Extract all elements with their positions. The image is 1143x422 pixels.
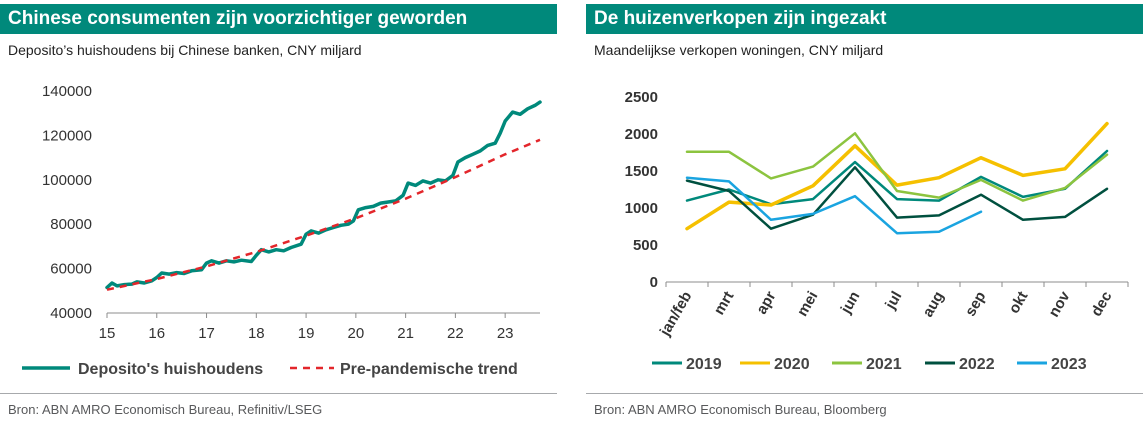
source-divider (0, 393, 557, 394)
legend-label: Pre-pandemische trend (340, 361, 518, 378)
x-tick-label: dec (1088, 289, 1116, 320)
x-tick-label: 16 (148, 325, 165, 342)
chart-subtitle: Deposito’s huishoudens bij Chinese banke… (8, 42, 362, 58)
x-tick-label: sep (962, 289, 990, 320)
deposits-line-chart: 15 16 17 18 19 20 21 22 23 40000 60000 80000 100000 1… (22, 83, 542, 378)
y-tick-label: 1500 (625, 163, 658, 180)
y-tick-label: 140000 (42, 83, 92, 100)
x-tick-label: jun (837, 289, 863, 318)
series-line (685, 121, 1109, 231)
series-line (106, 138, 541, 291)
y-tick-label: 0 (650, 274, 658, 291)
x-tick-label: jul (881, 289, 905, 314)
y-tick-label: 80000 (50, 216, 92, 233)
x-tick-label: 20 (348, 325, 365, 342)
y-tick-label: 500 (633, 237, 658, 254)
x-tick-label: 15 (99, 325, 116, 342)
x-tick-label: 17 (198, 325, 215, 342)
source-note: Bron: ABN AMRO Economisch Bureau, Refini… (8, 402, 323, 417)
series-line (105, 100, 542, 290)
series-line (685, 166, 1109, 230)
x-tick-label: aug (919, 289, 947, 321)
x-tick-label: 19 (298, 325, 315, 342)
x-tick-label: mei (794, 289, 822, 320)
legend-label: 2021 (866, 356, 902, 373)
y-tick-label: 40000 (50, 305, 92, 322)
x-tick-label: apr (753, 288, 779, 317)
x-tick-label: 18 (248, 325, 265, 342)
legend-label: 2023 (1051, 356, 1087, 373)
chart-title: Chinese consumenten zijn voorzichtiger g… (0, 4, 557, 34)
x-tick-label: 21 (397, 325, 414, 342)
panel-household-deposits: Chinese consumenten zijn voorzichtiger g… (0, 0, 557, 422)
legend-label: 2022 (959, 356, 995, 373)
series-line (685, 132, 1109, 202)
chart-subtitle: Maandelijkse verkopen woningen, CNY milj… (594, 42, 884, 58)
x-tick-label: jan/feb (656, 289, 695, 340)
panel-housing-sales: De huizenverkopen zijn ingezakt Maandeli… (586, 0, 1143, 422)
y-tick-label: 2000 (625, 126, 658, 143)
source-note: Bron: ABN AMRO Economisch Bureau, Bloomb… (594, 402, 887, 417)
y-tick-label: 120000 (42, 127, 92, 144)
y-tick-label: 60000 (50, 261, 92, 278)
series-line (685, 176, 983, 235)
x-tick-label: mrt (711, 288, 738, 317)
x-tick-label: 22 (447, 325, 464, 342)
chart-title: De huizenverkopen zijn ingezakt (586, 4, 1143, 34)
y-tick-label: 1000 (625, 200, 658, 217)
y-tick-label: 100000 (42, 172, 92, 189)
x-tick-label: okt (1005, 288, 1031, 316)
housing-sales-line-chart: jan/feb mrt apr mei jun jul aug sep okt nov dec 0 50… (625, 89, 1129, 373)
legend-label: 2019 (686, 356, 722, 373)
y-tick-label: 2500 (625, 89, 658, 106)
x-tick-label: nov (1045, 288, 1073, 320)
legend-label: 2020 (774, 356, 810, 373)
x-tick-label: 23 (497, 325, 514, 342)
series-line (685, 149, 1109, 206)
legend-label: Deposito's huishoudens (78, 361, 263, 378)
source-divider (586, 393, 1143, 394)
